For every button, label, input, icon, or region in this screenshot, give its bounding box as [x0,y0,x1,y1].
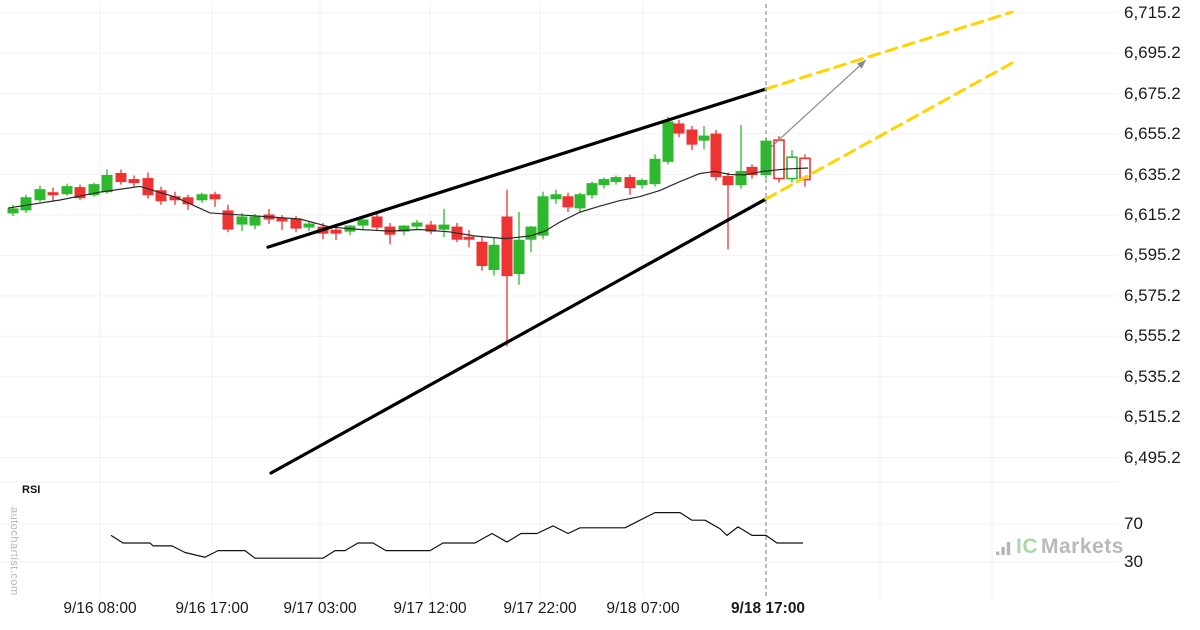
time-axis-label: 9/16 08:00 [63,600,137,617]
candle-body [610,177,622,183]
price-axis-label: 6,515.2 [1124,407,1181,427]
forecast-candle-body [773,139,785,180]
candle-body [425,224,437,232]
candle-body [735,170,747,186]
candle-body [438,224,450,230]
price-axis-label: 6,675.2 [1124,83,1181,103]
time-axis-label: 9/16 17:00 [175,600,249,617]
candle-body [698,135,710,141]
candle-body [662,121,674,162]
price-axis-label: 6,715.2 [1124,2,1181,22]
forecast-candle-body [786,156,798,180]
rsi-panel-title: RSI [22,484,41,496]
candle-body [586,183,598,196]
price-axis-label: 6,695.2 [1124,43,1181,63]
candle-body [303,223,315,228]
candle-body [357,219,369,226]
candle-body [249,216,261,226]
candle-body [598,179,610,186]
price-axis-label: 6,555.2 [1124,326,1181,346]
price-axis-label: 6,535.2 [1124,366,1181,386]
candle-body [115,172,127,183]
price-axis-label: 6,615.2 [1124,204,1181,224]
candle-body [398,225,410,232]
candle-body [371,216,383,228]
candle-body [722,176,734,186]
candle-body [463,236,475,240]
price-axis-label: 6,575.2 [1124,285,1181,305]
candle-body [47,192,59,196]
candle-body [88,184,100,196]
support-trendline [269,197,768,475]
pattern-lines [266,10,1014,475]
candle-body [624,177,636,189]
time-axis-label: 9/18 07:00 [606,600,680,617]
candle-body [562,196,574,208]
candle-body [209,194,221,200]
candle-body [61,186,73,195]
resistance-trendline [266,87,768,249]
candle-body [550,194,562,200]
candle-body [222,210,234,230]
candle-body [101,175,113,193]
candle-body [128,179,140,184]
autochartist-watermark: autochartist.com [8,507,20,596]
bar-chart-icon [996,542,1011,556]
candle-body [636,180,648,186]
time-axis-label: 9/17 03:00 [283,600,357,617]
candle-body [20,197,32,211]
candle-body [488,244,500,271]
candle-body [142,178,154,196]
moving-average-line [7,167,809,240]
time-axis-label: 9/18 17:00 [730,600,806,617]
candle-body [196,194,208,201]
candle-body [501,216,513,277]
time-axis-label: 9/17 22:00 [503,600,577,617]
candle-body [236,216,248,225]
time-axis-label: 9/17 12:00 [393,600,467,617]
candle-body [7,208,19,214]
resistance-projection [764,10,1014,91]
candle-body [411,222,423,227]
support-projection [764,61,1014,201]
candle-body [673,123,685,134]
logo-text-markets: Markets [1041,535,1124,558]
candle-body [330,229,342,234]
candle-body [290,218,302,229]
rsi-level-label: 30 [1124,552,1143,571]
candlestick-series [7,116,811,347]
price-axis-label: 6,655.2 [1124,124,1181,144]
candle-body [537,196,549,236]
candle-body [155,190,167,202]
price-axis-label: 6,495.2 [1124,447,1181,467]
candle-body [686,129,698,145]
candle-body [649,158,661,185]
candle-body [710,133,722,178]
candle-body [476,241,488,267]
candle-body [74,187,86,199]
logo-text-ic: IC [1016,535,1038,558]
price-axis-label: 6,635.2 [1124,164,1181,184]
rsi-level-label: 70 [1124,514,1143,533]
candle-body [574,194,586,209]
price-axis-label: 6,595.2 [1124,245,1181,265]
icmarkets-logo: IC Markets [996,534,1124,560]
candle-body [525,226,537,240]
gridlines [0,2,1118,597]
breakout-arrow-head [857,60,866,69]
candle-body [34,189,46,201]
breakout-arrow-line [769,59,867,149]
candle-body [746,166,758,175]
rsi-line [110,511,803,559]
candle-body [513,239,525,275]
